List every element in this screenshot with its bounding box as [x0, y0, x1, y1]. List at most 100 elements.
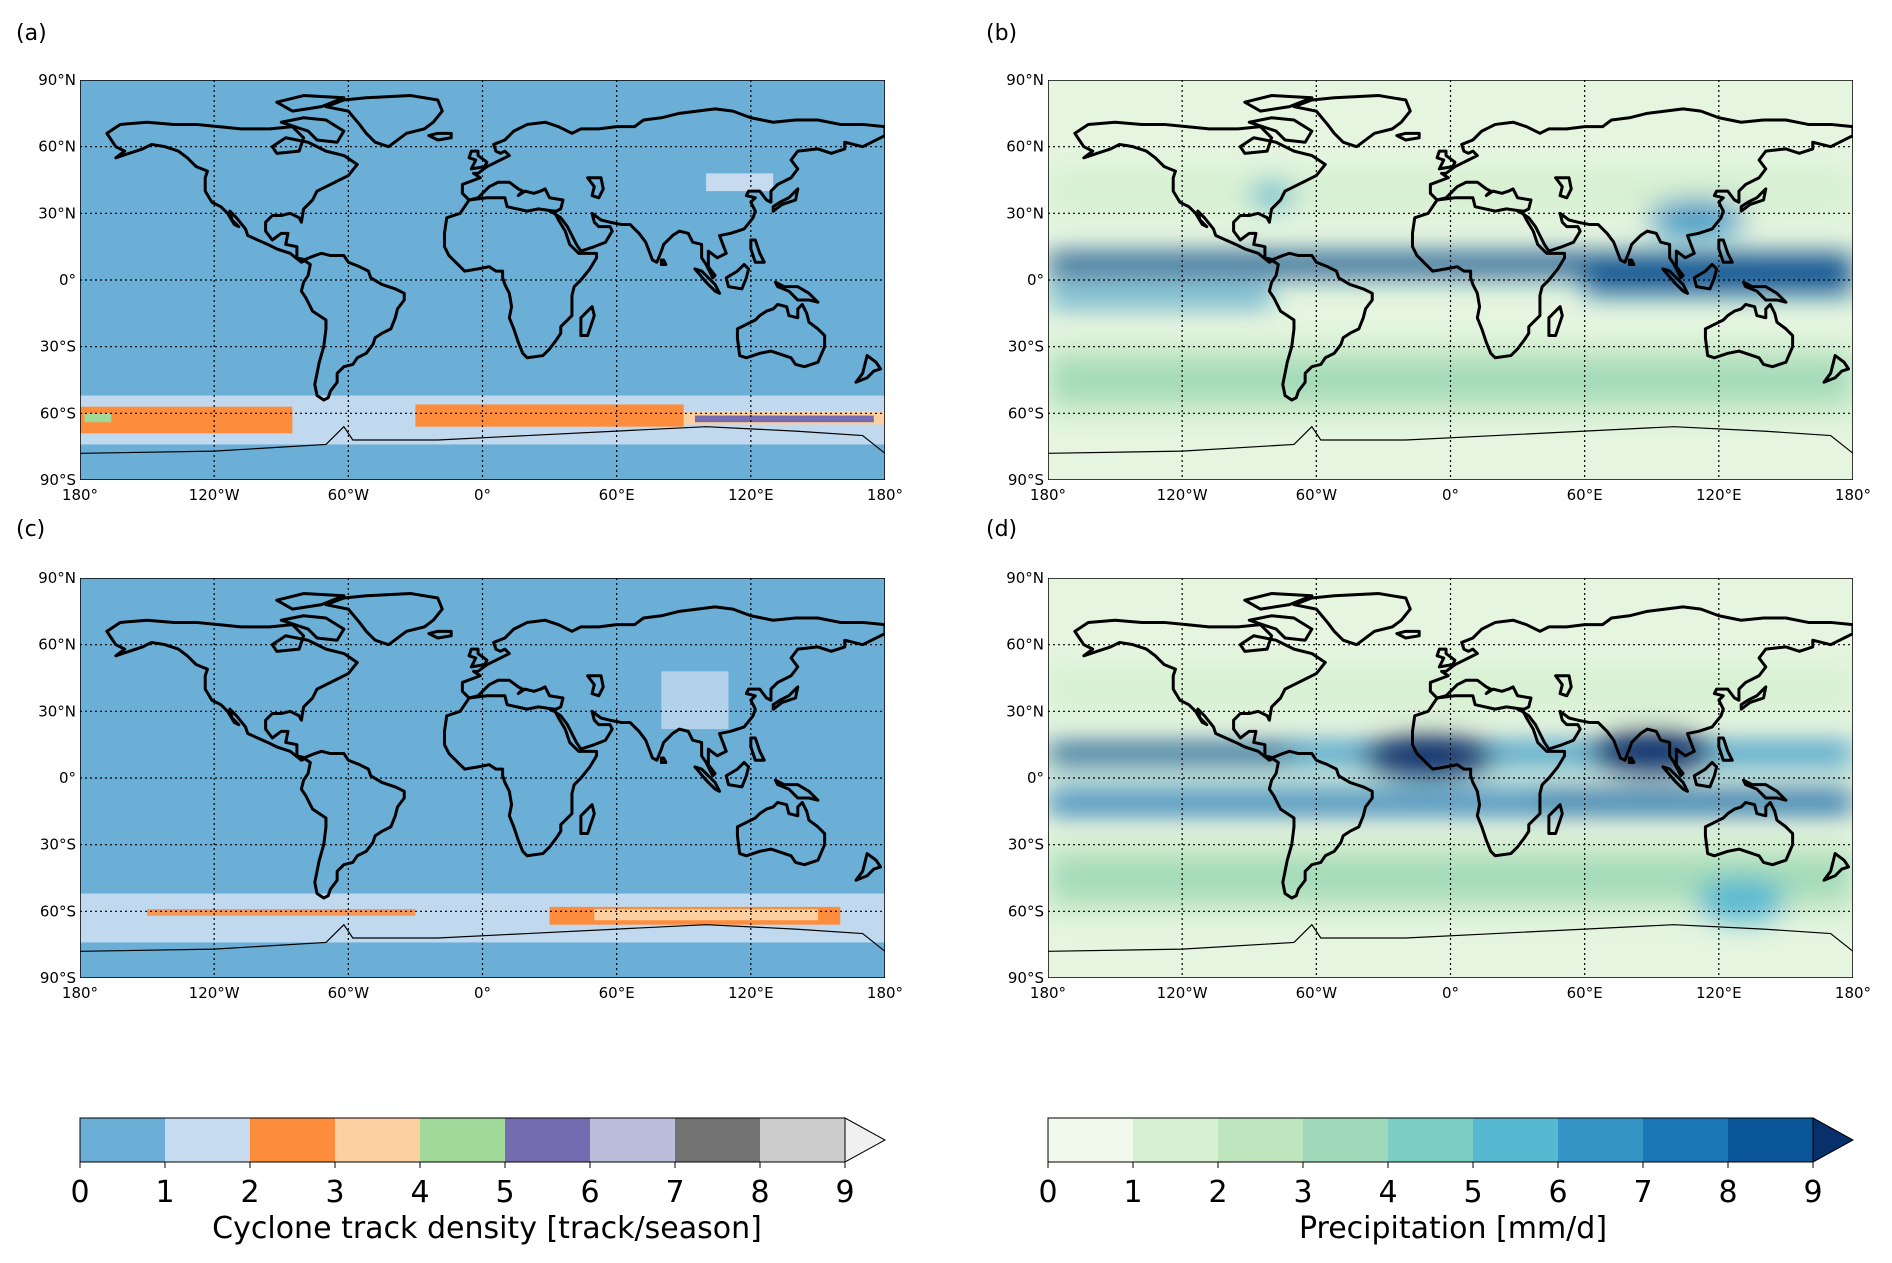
- colorbar-tick-label: 0: [70, 1175, 89, 1210]
- colorbar-segment: [1218, 1118, 1303, 1162]
- panel-c: (c) 180° 120°W 60°W 0° 60°E 120°E 180° 90°N 60°N…: [16, 517, 903, 1002]
- ellesmere-coastline: [277, 96, 344, 112]
- lon-tick-label: 120°E: [728, 486, 774, 504]
- track-density-colorbar: 0 1 2 3 4 5 6 7 8 9: [70, 1117, 887, 1210]
- lat-tick-label: 30°S: [40, 836, 76, 854]
- lon-tick-label: 180°: [1030, 486, 1066, 504]
- lat-tick-label: 30°N: [38, 204, 76, 222]
- samerica-coastline: [301, 253, 404, 400]
- lon-tick-label: 180°: [867, 984, 903, 1002]
- colorbar-segment: [1558, 1118, 1643, 1162]
- srilanka-coastline: [661, 260, 665, 264]
- lat-tick-label: 0°: [1027, 271, 1044, 289]
- newzealand-coastline: [1824, 356, 1849, 383]
- colorbar-segment: [505, 1118, 590, 1162]
- map-a: [80, 80, 885, 480]
- eurasia-coastline: [1430, 109, 1853, 278]
- axis-ticks: 180° 120°W 60°W 0° 60°E 120°E 180° 90°N 60°N 30°N…: [1006, 71, 1871, 504]
- colorbar-segment: [80, 1118, 165, 1162]
- colorbar-segment: [1728, 1118, 1813, 1162]
- japan-coastline: [1741, 189, 1766, 211]
- lat-tick-label: 90°S: [1008, 969, 1044, 987]
- colorbar-segment: [420, 1118, 505, 1162]
- lon-tick-label: 60°E: [1567, 984, 1603, 1002]
- madagascar-coastline: [581, 805, 594, 834]
- coastlines: [80, 96, 885, 454]
- antarctica-coastline: [1048, 925, 1853, 952]
- panel-a: (a) 180° 120°W 60°W 0° 60°E 120°E 180° 90°N 60°N…: [16, 21, 903, 504]
- track-density-low: [706, 173, 774, 192]
- lon-tick-label: 0°: [474, 486, 491, 504]
- colorbar-tick-label: 9: [835, 1175, 854, 1210]
- colorbar-tick-label: 3: [1293, 1175, 1312, 1210]
- coastlines: [1048, 594, 1853, 952]
- colorbar-tick-label: 5: [495, 1175, 514, 1210]
- namerica-coastline: [1075, 122, 1325, 262]
- caspian-coastline: [588, 676, 604, 696]
- lon-tick-label: 180°: [62, 984, 98, 1002]
- namerica-coastline: [1075, 620, 1325, 760]
- axis-ticks: 180° 120°W 60°W 0° 60°E 120°E 180° 90°N 60°N 30°N…: [1006, 569, 1871, 1002]
- lat-tick-label: 60°N: [38, 636, 76, 654]
- ellesmere-coastline: [277, 594, 344, 610]
- lon-tick-label: 120°E: [1696, 486, 1742, 504]
- greenland-coastline: [1294, 96, 1410, 147]
- lat-tick-label: 0°: [59, 271, 76, 289]
- lon-tick-label: 180°: [62, 486, 98, 504]
- philippines-coastline: [1719, 738, 1732, 760]
- lon-tick-label: 60°W: [328, 486, 370, 504]
- eurasia-coastline: [462, 109, 885, 278]
- uk-coastline: [1437, 649, 1455, 667]
- antarctica-coastline: [80, 427, 885, 454]
- colorbar-tick-label: 5: [1463, 1175, 1482, 1210]
- colorbar-segment: [250, 1118, 335, 1162]
- lon-tick-label: 180°: [1835, 984, 1871, 1002]
- philippines-coastline: [751, 738, 764, 760]
- namerica-coastline: [107, 620, 357, 760]
- sumatra-coastline: [695, 269, 720, 293]
- colorbar-frame: [79, 1117, 846, 1163]
- lat-tick-label: 30°S: [1008, 836, 1044, 854]
- lat-tick-label: 90°S: [40, 471, 76, 489]
- caspian-coastline: [588, 178, 604, 198]
- antarctica-coastline: [1048, 427, 1853, 454]
- gridlines: [80, 80, 885, 480]
- lat-tick-label: 90°N: [38, 71, 76, 89]
- baffin-coastline: [281, 616, 344, 640]
- greenland-coastline: [326, 96, 442, 147]
- track-density-high: [147, 909, 416, 916]
- borneo-coastline: [726, 264, 748, 288]
- lat-tick-label: 90°S: [40, 969, 76, 987]
- lon-tick-label: 60°W: [328, 984, 370, 1002]
- colorbar-tick-label: 1: [1123, 1175, 1142, 1210]
- colorbar-segment: [1473, 1118, 1558, 1162]
- africa-coastline: [444, 198, 596, 358]
- lat-tick-label: 60°N: [38, 138, 76, 156]
- lat-tick-label: 60°S: [1008, 404, 1044, 422]
- lon-tick-label: 180°: [867, 486, 903, 504]
- lon-tick-label: 60°W: [1296, 984, 1338, 1002]
- track-density-mid: [594, 909, 818, 921]
- baffin-coastline: [1249, 118, 1312, 142]
- madagascar-coastline: [581, 307, 594, 336]
- borneo-coastline: [726, 762, 748, 786]
- africa-coastline: [1412, 198, 1564, 358]
- caspian-coastline: [1556, 676, 1572, 696]
- gridlines: [80, 578, 885, 978]
- srilanka-coastline: [1629, 758, 1633, 762]
- newzealand-coastline: [856, 356, 881, 383]
- samerica-coastline: [301, 751, 404, 898]
- lon-tick-label: 0°: [1442, 486, 1459, 504]
- japan-coastline: [1741, 687, 1766, 709]
- axis-ticks: 180° 120°W 60°W 0° 60°E 120°E 180° 90°N 60°N 30°N…: [38, 569, 903, 1002]
- colorbar-tick-label: 6: [580, 1175, 599, 1210]
- colorbar-tick-label: 6: [1548, 1175, 1567, 1210]
- precipitation-colorbar-label: Precipitation [mm/d]: [1299, 1211, 1607, 1246]
- greenland-coastline: [1294, 594, 1410, 645]
- axis-ticks: 180° 120°W 60°W 0° 60°E 120°E 180° 90°N 60°N 30°N…: [38, 71, 903, 504]
- australia-coastline: [1705, 304, 1792, 366]
- sumatra-coastline: [1663, 269, 1688, 293]
- lon-tick-label: 60°E: [599, 486, 635, 504]
- eurasia-coastline: [462, 607, 885, 776]
